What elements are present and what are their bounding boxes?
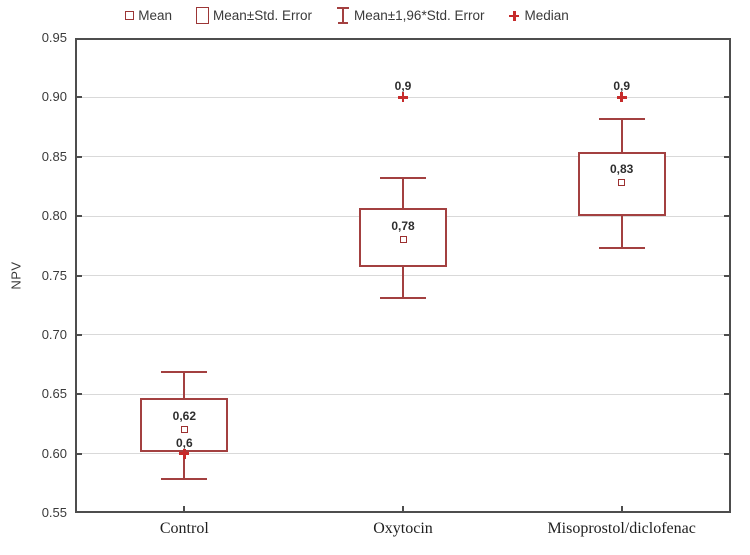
whisker-cap-lower — [598, 247, 645, 250]
y-axis-tick-right — [724, 333, 729, 336]
x-axis-tick — [183, 506, 186, 511]
mean-value-label: 0,78 — [391, 218, 415, 233]
y-axis-tick-left — [77, 452, 82, 455]
legend-item-mean-square: Mean — [125, 8, 172, 23]
whisker-stem-lower — [183, 452, 186, 479]
y-axis-tick-label: 0.75 — [41, 267, 67, 283]
mean-value-label: 0,62 — [172, 408, 197, 423]
median-value-label: 0,6 — [175, 435, 193, 450]
mean-marker — [399, 236, 407, 244]
y-axis-tick-label: 0.70 — [41, 326, 67, 342]
y-axis-tick-right — [724, 393, 729, 396]
y-axis-tick-left — [77, 96, 82, 99]
mean-marker — [180, 426, 188, 434]
se-box-icon — [196, 7, 210, 24]
gridline — [77, 334, 729, 336]
whisker-cap-lower — [161, 477, 208, 480]
y-axis-tick-label: 0.85 — [41, 148, 67, 164]
whisker-cap-upper — [598, 117, 645, 120]
legend-item-median-plus: Median — [508, 8, 569, 23]
median-marker — [183, 448, 186, 459]
whisker-cap-upper — [161, 370, 208, 373]
whisker-stem-upper — [620, 118, 623, 152]
y-axis-tick-label: 0.65 — [41, 386, 67, 402]
mean-marker — [618, 179, 626, 187]
x-axis-category-label: Control — [159, 520, 209, 537]
gridline — [77, 453, 729, 455]
x-axis-category-label: Oxytocin — [373, 520, 433, 537]
whisker-stem-lower — [620, 216, 623, 249]
y-axis-tick-left — [77, 155, 82, 158]
median-value-label: 0,9 — [613, 79, 630, 94]
legend-label: Mean±Std. Error — [213, 8, 312, 23]
whisker-cap-lower — [380, 297, 426, 300]
x-axis-category-label: Misoprostol/diclofenac — [547, 520, 696, 537]
whisker-stem-upper — [183, 371, 186, 398]
whisker-stem-upper — [402, 178, 404, 208]
whisker-stem-lower — [402, 267, 404, 299]
y-axis-tick-label: 0.55 — [41, 505, 67, 520]
median-plus-icon — [508, 10, 520, 22]
y-axis-tick-left — [77, 215, 82, 218]
y-axis-tick-label: 0.80 — [41, 208, 67, 224]
x-axis-tick — [402, 506, 404, 511]
whisker-cap-upper — [380, 177, 426, 180]
legend-item-ci-whisker: Mean±1,96*Std. Error — [336, 6, 484, 25]
median-marker — [620, 92, 623, 103]
x-axis-tick — [620, 506, 623, 511]
y-axis-tick-right — [724, 155, 729, 158]
mean-square-icon — [125, 11, 135, 20]
y-axis-tick-right — [724, 452, 729, 455]
y-axis-tick-right — [724, 215, 729, 218]
ci-whisker-icon — [336, 7, 349, 24]
y-axis-tick-left — [77, 333, 82, 336]
legend-label: Mean — [138, 8, 173, 23]
y-axis-tick-label: 0.60 — [41, 445, 67, 461]
chart-legend: Mean Mean±Std. Error Mean±1,96*Std. Error M… — [0, 6, 722, 25]
y-axis-tick-right — [724, 96, 729, 99]
y-axis-tick-left — [77, 274, 82, 277]
gridline — [77, 393, 729, 395]
y-axis-tick-label: 0.90 — [41, 89, 67, 105]
y-axis-tick-label: 0.95 — [41, 30, 67, 45]
y-axis-tick-right — [724, 274, 729, 277]
median-value-label: 0,9 — [394, 79, 412, 94]
gridline — [77, 156, 729, 158]
legend-item-se-box: Mean±Std. Error — [196, 7, 312, 24]
median-marker — [401, 92, 405, 103]
y-axis-tick-left — [77, 393, 82, 396]
legend-label: Mean±1,96*Std. Error — [353, 8, 485, 23]
legend-label: Median — [524, 8, 569, 23]
mean-value-label: 0,83 — [609, 161, 634, 176]
se-box — [577, 152, 666, 217]
